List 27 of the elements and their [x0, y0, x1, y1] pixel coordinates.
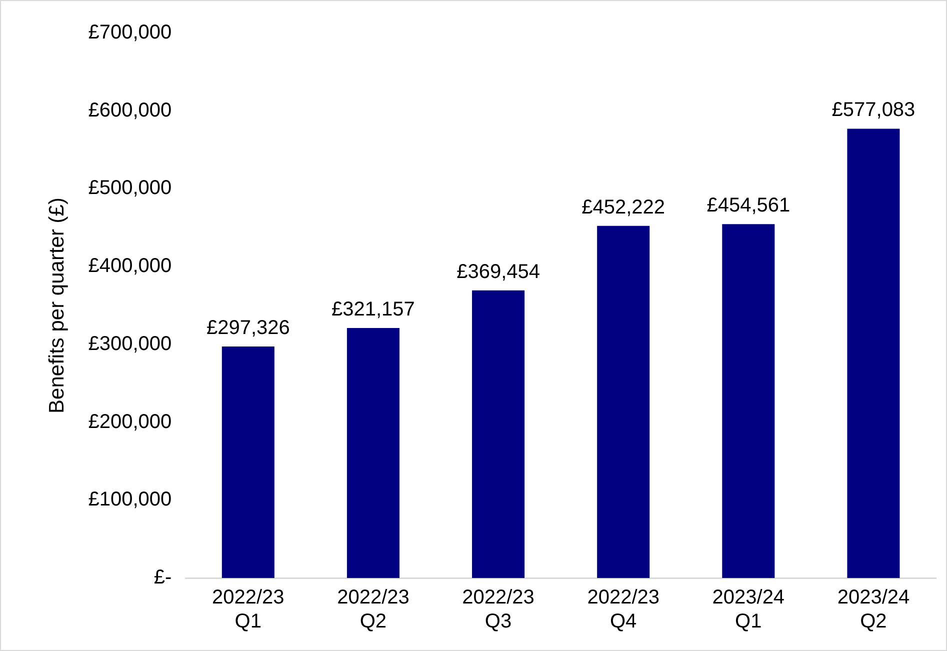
bar	[222, 346, 274, 578]
x-tick-label: 2022/23 Q2	[337, 586, 410, 633]
y-tick-label: £300,000	[88, 332, 172, 355]
bar	[472, 290, 525, 578]
bar	[597, 226, 650, 578]
data-label: £369,454	[456, 260, 540, 283]
x-tick-label: 2023/24 Q1	[712, 586, 785, 633]
y-tick-label: £500,000	[88, 177, 172, 200]
y-tick-label: £200,000	[88, 410, 172, 433]
x-tick-label: 2022/23 Q1	[212, 586, 284, 633]
x-tick-label: 2023/24 Q2	[837, 586, 910, 633]
data-label: £454,561	[706, 194, 790, 217]
data-label: £321,157	[332, 298, 415, 320]
bar	[847, 128, 900, 578]
data-label: £452,222	[582, 196, 666, 218]
y-tick-label: £100,000	[88, 488, 172, 511]
y-tick-label: £400,000	[88, 255, 172, 278]
y-tick-label: £700,000	[88, 22, 172, 44]
data-label: £297,326	[206, 317, 290, 340]
y-tick-label: £-	[154, 566, 172, 589]
bar	[346, 328, 400, 578]
x-tick-label: 2022/23 Q3	[462, 586, 534, 633]
y-tick-label: £600,000	[88, 99, 172, 122]
data-label: £577,083	[832, 99, 916, 122]
y-axis-title: Benefits per quarter (£)	[45, 198, 68, 414]
x-tick-label: 2022/23 Q4	[587, 586, 660, 633]
bar	[722, 224, 775, 578]
